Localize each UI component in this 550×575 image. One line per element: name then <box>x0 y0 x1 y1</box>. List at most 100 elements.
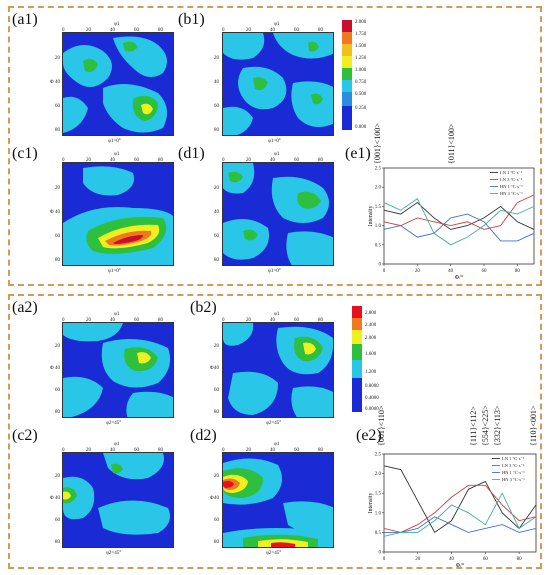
cbar2-tick-2: 2.000 <box>365 336 377 341</box>
e1-plot-frame <box>383 167 535 265</box>
a2-tick-left-0: 20 <box>55 344 60 349</box>
e1-xtick-label: 40 <box>448 269 454 274</box>
e1-ytick-label: 0.5 <box>375 243 382 248</box>
d2-tick-top-1: 20 <box>246 448 251 453</box>
c1-tick-top-2: 40 <box>110 158 115 163</box>
e2-legend-label-2: HN 1 °C·s⁻¹ <box>502 470 525 475</box>
e1-series-line-2 <box>383 213 535 242</box>
cbar1-tick-0: 2.000 <box>355 20 367 25</box>
b1-tick-left-2: 60 <box>214 104 219 109</box>
e2-ytick-label: 1.0 <box>375 511 382 516</box>
c1-tick-top-3: 60 <box>134 158 139 163</box>
d2-tick-top-0: 0 <box>222 448 225 453</box>
e2-annotation-4: {110}<001> <box>529 405 538 446</box>
c2-tick-left-0: 20 <box>55 474 60 479</box>
b1-tick-top-4: 80 <box>318 28 323 33</box>
c2-caption: φ2=45° <box>106 551 122 556</box>
label-a2: (a2) <box>12 299 38 316</box>
c1-tick-left-1: 40 <box>55 210 60 215</box>
b1-tick-top-2: 40 <box>270 28 275 33</box>
cbar1-tick-3: 1.250 <box>355 56 367 61</box>
b1-tick-left-1: 40 <box>214 80 219 85</box>
c2-Phi-axis-label: Φ <box>50 496 54 501</box>
cbar2-tick-5: 0.8000 <box>365 384 379 389</box>
e2-series-line-0 <box>383 465 537 534</box>
b1-tick-left-3: 80 <box>214 128 219 133</box>
odf-map-d1 <box>222 162 334 266</box>
b1-tick-top-1: 20 <box>246 28 251 33</box>
a1-tick-left-3: 80 <box>55 128 60 133</box>
c2-tick-top-4: 80 <box>158 448 163 453</box>
c2-tick-left-3: 80 <box>55 540 60 545</box>
e1-legend-label-3: HN 3 °C·s⁻¹ <box>500 191 523 196</box>
d1-tick-top-3: 60 <box>294 158 299 163</box>
label-a1: (a1) <box>12 11 38 28</box>
odf-map-c2 <box>62 452 174 548</box>
e2-annotation-3: {332}<113> <box>493 405 502 446</box>
b2-tick-top-1: 20 <box>246 318 251 323</box>
a1-caption: φ1=0° <box>108 139 121 144</box>
b2-tick-left-3: 80 <box>214 410 219 415</box>
e2-legend-label-3: HN 3 °C·s⁻¹ <box>502 477 525 482</box>
d1-tick-top-2: 40 <box>270 158 275 163</box>
a1-tick-top-1: 20 <box>86 28 91 33</box>
e2-ylabel: Intensity <box>368 493 374 514</box>
a1-tick-top-4: 80 <box>158 28 163 33</box>
odf-map-b2 <box>222 322 334 418</box>
a2-tick-left-3: 80 <box>55 410 60 415</box>
line-chart-e2: 0 20 40 60 80 0 0.5 1.0 1.5 2.0 2.5 Φ/° Intensity LN … <box>368 453 537 568</box>
cbar1-tick-2: 1.500 <box>355 44 367 49</box>
b2-tick-left-0: 20 <box>214 344 219 349</box>
a2-caption: φ2=45° <box>106 421 122 426</box>
e1-series-line-3 <box>383 198 535 246</box>
c1-tick-top-0: 0 <box>62 158 65 163</box>
e1-xtick-label: 20 <box>415 269 421 274</box>
a2-Phi-axis-label: Φ <box>50 366 54 371</box>
a2-phi1-axis-label: φ1 <box>114 312 120 317</box>
e1-annotation-1: {011}<100> <box>447 123 456 164</box>
c2-tick-top-1: 20 <box>86 448 91 453</box>
a2-tick-left-2: 60 <box>55 388 60 393</box>
b1-tick-left-0: 20 <box>214 56 219 61</box>
a1-tick-top-0: 0 <box>62 28 65 33</box>
cbar1-tick-6: 0.500 <box>355 92 367 97</box>
b2-tick-left-1: 40 <box>214 366 219 371</box>
b2-caption: φ2=45° <box>266 421 282 426</box>
e2-ytick-label: 0 <box>379 551 382 556</box>
e2-annotation-1: {111}<112> <box>469 406 478 446</box>
e1-xtick-label: 60 <box>482 269 488 274</box>
c1-tick-left-3: 80 <box>55 258 60 263</box>
e1-ytick-label: 2.5 <box>375 167 382 172</box>
e2-annotation-0: {001}<110> <box>377 405 386 446</box>
c2-tick-top-3: 60 <box>134 448 139 453</box>
d2-tick-top-2: 40 <box>270 448 275 453</box>
b1-phi1-axis-label: φ1 <box>274 22 280 27</box>
label-d2: (d2) <box>190 427 217 444</box>
b1-tick-top-3: 60 <box>294 28 299 33</box>
e1-ytick-label: 1.0 <box>375 224 382 229</box>
colorbar-figure2 <box>352 306 362 412</box>
e1-legend-label-0: LN 1 °C·s⁻¹ <box>500 170 523 175</box>
b2-tick-top-4: 80 <box>318 318 323 323</box>
d2-tick-left-3: 80 <box>214 540 219 545</box>
d2-caption: φ2=45° <box>266 551 282 556</box>
c1-tick-top-1: 20 <box>86 158 91 163</box>
label-d1: (d1) <box>178 145 205 162</box>
e2-annotation-2: {554}<225> <box>481 405 490 446</box>
e1-legend-label-1: LN 3 °C·s⁻¹ <box>500 177 523 182</box>
e2-ytick-label: 1.5 <box>375 492 382 497</box>
e2-ytick-label: 2.0 <box>375 472 382 477</box>
e2-xtick-label: 60 <box>483 557 489 562</box>
odf-map-d2 <box>222 452 334 548</box>
d2-tick-left-1: 40 <box>214 496 219 501</box>
d1-tick-left-2: 60 <box>214 234 219 239</box>
d1-tick-left-3: 80 <box>214 258 219 263</box>
a2-tick-top-0: 0 <box>62 318 65 323</box>
odf-map-b1 <box>222 32 334 136</box>
c1-caption: φ1=0° <box>108 269 121 274</box>
c1-Phi-axis-label: Φ <box>50 210 54 215</box>
cbar1-tick-5: 0.750 <box>355 80 367 85</box>
label-c2: (c2) <box>12 427 38 444</box>
label-b1: (b1) <box>178 11 205 28</box>
figure2-frame <box>8 294 542 569</box>
